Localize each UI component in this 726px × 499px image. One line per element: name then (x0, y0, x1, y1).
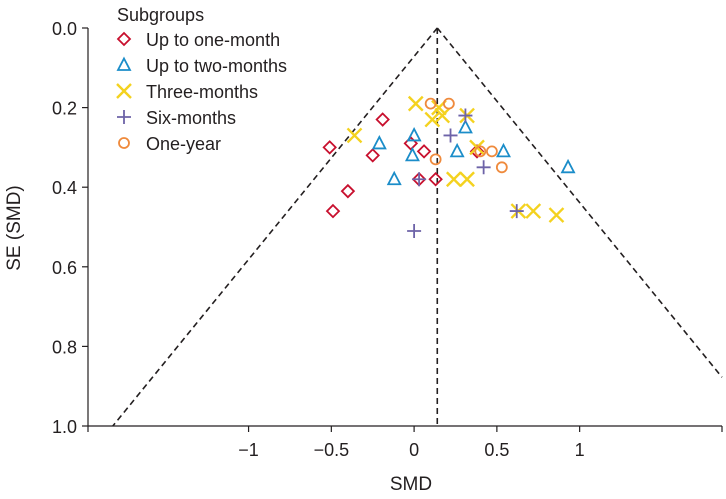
data-point (424, 97, 437, 110)
data-point (407, 95, 424, 112)
axes: 0.0 0.2 0.4 0.6 0.8 1.0 −1 −0.5 0 0.5 1 (52, 19, 723, 460)
legend-title: Subgroups (117, 5, 204, 25)
y-tick-label: 0.2 (52, 99, 77, 119)
data-point (424, 111, 441, 128)
legend-label: Up to two-months (146, 56, 287, 76)
legend-marker (117, 110, 131, 124)
data-point (445, 171, 462, 188)
legend-marker (118, 137, 130, 149)
data-point (459, 171, 475, 188)
data-point (322, 140, 337, 155)
y-tick-label: 0.4 (52, 178, 77, 198)
x-tick-label: 1 (575, 440, 585, 460)
data-point (371, 134, 387, 150)
data-point (340, 183, 356, 199)
data-point (346, 127, 363, 144)
data-points (322, 95, 576, 238)
legend-label: Six-months (146, 108, 236, 128)
y-tick-label: 1.0 (52, 417, 77, 437)
legend-label: Up to one-month (146, 30, 280, 50)
legend-label: Three-months (146, 82, 258, 102)
data-point (495, 161, 508, 174)
x-tick-label: 0 (409, 440, 419, 460)
data-point (403, 136, 419, 151)
legend-marker (116, 83, 132, 99)
x-tick-label: 0.5 (484, 440, 509, 460)
legend-label: One-year (146, 134, 221, 154)
data-point (548, 207, 565, 223)
data-point (560, 158, 576, 174)
data-point (486, 145, 498, 158)
data-point (525, 203, 542, 219)
x-tick-label: −0.5 (314, 440, 350, 460)
upper-confidence-limit (436, 27, 723, 378)
data-point (434, 107, 451, 124)
data-point (404, 146, 420, 162)
data-point (496, 142, 511, 158)
data-point (375, 112, 390, 127)
funnel-lines (112, 27, 723, 427)
data-point (429, 153, 442, 166)
data-point (442, 97, 455, 110)
legend-marker (116, 31, 132, 47)
data-point (449, 142, 465, 158)
y-tick-label: 0.6 (52, 258, 77, 278)
data-point (509, 204, 524, 219)
data-point (406, 127, 422, 142)
data-point (458, 108, 473, 123)
legend-marker (116, 56, 132, 71)
x-axis-title: SMD (390, 474, 432, 495)
data-point (443, 128, 458, 143)
legend: Subgroups Up to one-month Up to two-month… (116, 5, 287, 154)
lower-confidence-limit (112, 27, 438, 427)
data-point (325, 203, 341, 219)
data-point (416, 144, 432, 159)
y-axis-title: SE (SMD) (4, 185, 25, 271)
x-tick-label: −1 (238, 440, 259, 460)
data-point (469, 144, 485, 159)
data-point (412, 172, 427, 187)
data-point (407, 223, 422, 238)
y-tick-label: 0.0 (52, 19, 77, 39)
y-tick-label: 0.8 (52, 337, 77, 357)
data-point (476, 160, 491, 175)
data-point (365, 148, 380, 163)
data-point (386, 170, 402, 186)
data-point (457, 119, 473, 134)
data-point (474, 145, 487, 158)
data-point (428, 171, 443, 187)
